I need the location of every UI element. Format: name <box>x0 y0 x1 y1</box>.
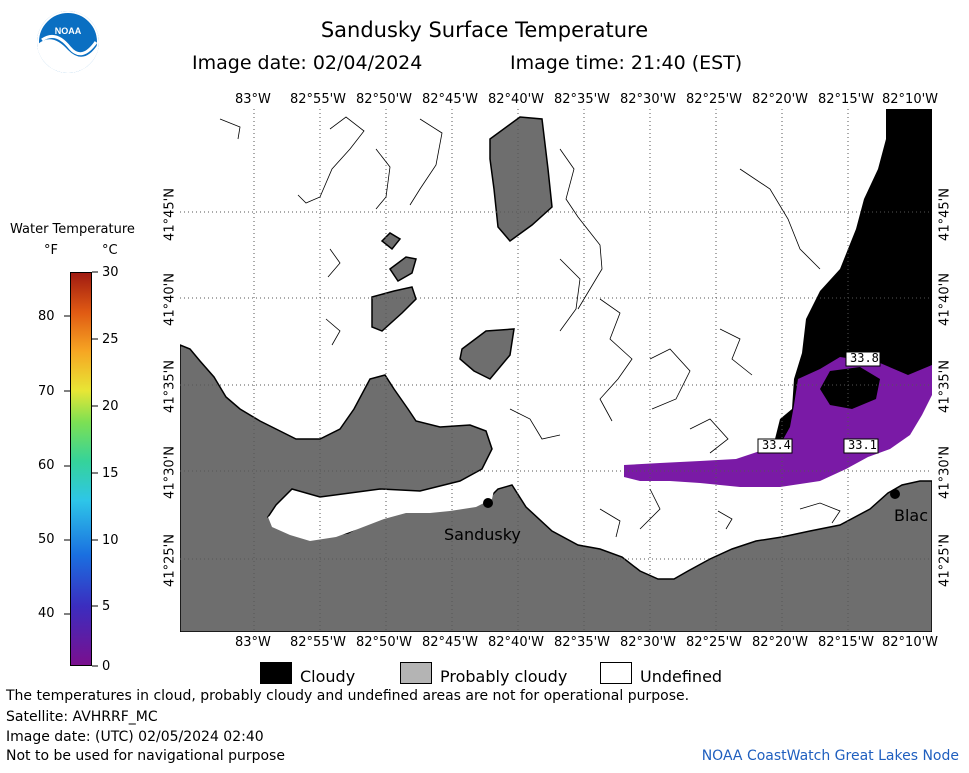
legend-ticks <box>64 271 98 667</box>
lat-right-4140n: 41°40'N <box>937 273 953 326</box>
map-title: Sandusky Surface Temperature <box>320 18 649 42</box>
lon-top-8220w: 82°20'W <box>752 92 809 107</box>
f-tick-60: 60 <box>38 458 55 473</box>
lat-right-4135n: 41°35'N <box>937 360 953 413</box>
lon-bottom-8255w: 82°55'W <box>290 635 347 650</box>
f-tick-50: 50 <box>38 532 55 547</box>
island-3 <box>371 286 417 332</box>
footer-satellite: Satellite: AVHRRF_MC <box>6 709 158 725</box>
lon-bottom-8250w: 82°50'W <box>356 635 413 650</box>
lon-top-83w: 83°W <box>235 92 271 107</box>
footer-disclaimer: The temperatures in cloud, probably clou… <box>6 688 690 704</box>
c-tick-15: 15 <box>102 466 119 481</box>
lat-right-4145n: 41°45'N <box>937 188 953 241</box>
c-tick-5: 5 <box>102 599 111 614</box>
lat-left-4145n: 41°45'N <box>162 188 178 241</box>
f-tick-80: 80 <box>38 309 55 324</box>
key-undefined-label: Undefined <box>640 667 723 686</box>
temp-label-2: 33.4 <box>762 438 791 452</box>
key-probably-cloudy-swatch <box>400 662 432 684</box>
lon-bottom-8245w: 82°45'W <box>422 635 479 650</box>
lon-bottom-8225w: 82°25'W <box>686 635 743 650</box>
footer-nav-warning: Not to be used for navigational purpose <box>6 748 285 764</box>
legend-unit-c: °C <box>102 243 118 258</box>
lon-bottom-83w: 83°W <box>235 635 271 650</box>
lat-left-4135n: 41°35'N <box>162 360 178 413</box>
legend-unit-f: °F <box>44 243 58 258</box>
east-city-marker <box>890 489 900 499</box>
lon-bottom-8240w: 82°40'W <box>488 635 545 650</box>
lat-left-4125n: 41°25'N <box>162 534 178 587</box>
noaa-logo: NOAA <box>36 10 100 74</box>
lon-top-8225w: 82°25'W <box>686 92 743 107</box>
sandusky-bay <box>268 481 496 541</box>
lon-top-8255w: 82°55'W <box>290 92 347 107</box>
lat-right-4125n: 41°25'N <box>937 534 953 587</box>
footer-credit: NOAA CoastWatch Great Lakes Node <box>701 748 959 764</box>
lon-top-8210w: 82°10'W <box>882 92 939 107</box>
c-tick-20: 20 <box>102 399 119 414</box>
lon-top-8215w: 82°15'W <box>818 92 875 107</box>
footer-utc-date: Image date: (UTC) 02/05/2024 02:40 <box>6 729 264 745</box>
lon-bottom-8230w: 82°30'W <box>620 635 677 650</box>
f-tick-70: 70 <box>38 384 55 399</box>
legend-title: Water Temperature <box>10 222 135 237</box>
temp-label-3: 33.1 <box>848 438 877 452</box>
lon-top-8230w: 82°30'W <box>620 92 677 107</box>
island-4 <box>459 328 515 380</box>
island-2 <box>388 256 417 282</box>
place-label-east: Blac <box>894 506 929 525</box>
key-cloudy-swatch <box>260 662 292 684</box>
c-tick-30: 30 <box>102 265 119 280</box>
key-undefined-swatch <box>600 662 632 684</box>
lon-bottom-8235w: 82°35'W <box>554 635 611 650</box>
lon-top-8245w: 82°45'W <box>422 92 479 107</box>
svg-text:NOAA: NOAA <box>55 26 82 36</box>
temperature-color-bar <box>70 272 92 666</box>
lon-top-8250w: 82°50'W <box>356 92 413 107</box>
c-tick-10: 10 <box>102 533 119 548</box>
lon-bottom-8220w: 82°20'W <box>752 635 809 650</box>
place-label-sandusky: Sandusky <box>444 525 521 544</box>
lon-top-8235w: 82°35'W <box>554 92 611 107</box>
key-probably-cloudy-label: Probably cloudy <box>440 667 568 686</box>
lon-bottom-8215w: 82°15'W <box>818 635 875 650</box>
lat-right-4130n: 41°30'N <box>937 446 953 499</box>
c-tick-0: 0 <box>102 659 111 674</box>
island-kelleys <box>489 116 553 243</box>
lon-top-8240w: 82°40'W <box>488 92 545 107</box>
image-time-label: Image time: 21:40 (EST) <box>510 52 743 74</box>
f-tick-40: 40 <box>38 606 55 621</box>
lat-left-4140n: 41°40'N <box>162 273 178 326</box>
temperature-map <box>180 109 932 632</box>
temp-label-1: 33.8 <box>850 351 879 365</box>
key-cloudy-label: Cloudy <box>300 667 356 686</box>
c-tick-25: 25 <box>102 332 119 347</box>
sandusky-marker <box>483 498 493 508</box>
lon-bottom-8210w: 82°10'W <box>882 635 939 650</box>
lat-left-4130n: 41°30'N <box>162 446 178 499</box>
cold-water-patch <box>820 367 880 409</box>
image-date-label: Image date: 02/04/2024 <box>192 52 423 74</box>
